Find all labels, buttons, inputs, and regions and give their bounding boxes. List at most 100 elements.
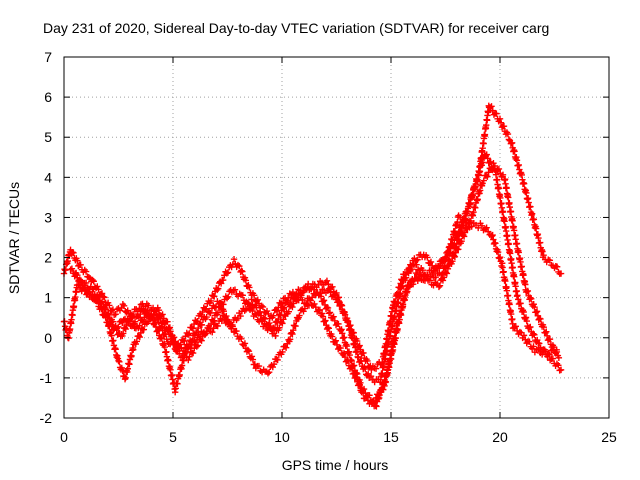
data-point bbox=[526, 338, 533, 345]
data-point bbox=[317, 289, 324, 297]
data-point bbox=[128, 352, 135, 360]
data-point bbox=[300, 308, 307, 315]
data-point bbox=[357, 346, 364, 353]
data-point bbox=[237, 312, 244, 320]
data-point bbox=[160, 315, 167, 322]
data-point bbox=[164, 318, 171, 325]
data-point bbox=[530, 216, 538, 223]
data-point bbox=[67, 266, 74, 273]
data-point bbox=[140, 326, 148, 333]
y-tick-label: 1 bbox=[44, 290, 52, 306]
data-point bbox=[523, 317, 530, 325]
data-point bbox=[500, 122, 508, 130]
data-point bbox=[259, 303, 267, 311]
data-point bbox=[140, 318, 147, 325]
data-point bbox=[549, 355, 557, 362]
data-point bbox=[255, 362, 263, 370]
data-point bbox=[350, 329, 357, 337]
data-point bbox=[89, 292, 96, 299]
data-point bbox=[119, 319, 126, 327]
data-point bbox=[148, 314, 156, 321]
data-point bbox=[219, 276, 227, 284]
data-point bbox=[363, 393, 370, 400]
data-point bbox=[122, 374, 129, 381]
data-point bbox=[356, 381, 364, 389]
data-point bbox=[384, 366, 392, 374]
data-point bbox=[366, 392, 373, 399]
data-point bbox=[503, 184, 510, 192]
data-point bbox=[162, 330, 169, 338]
data-point bbox=[254, 296, 261, 304]
data-point bbox=[265, 319, 273, 327]
data-point bbox=[105, 310, 112, 317]
data-point bbox=[155, 327, 162, 334]
data-point bbox=[64, 257, 72, 265]
data-point bbox=[442, 265, 450, 272]
data-point bbox=[517, 300, 524, 307]
data-point bbox=[474, 196, 481, 203]
data-point bbox=[528, 210, 536, 217]
data-point bbox=[70, 303, 78, 310]
data-point bbox=[188, 337, 196, 345]
data-point bbox=[445, 249, 452, 257]
data-point bbox=[340, 308, 347, 315]
data-point bbox=[546, 335, 554, 343]
data-point bbox=[241, 307, 248, 314]
data-point bbox=[409, 280, 417, 288]
data-point bbox=[263, 307, 271, 315]
data-point bbox=[198, 312, 205, 320]
data-point bbox=[483, 224, 490, 231]
data-point bbox=[505, 240, 512, 248]
data-point bbox=[392, 298, 399, 305]
data-point bbox=[505, 136, 513, 143]
data-point bbox=[321, 318, 328, 325]
data-point bbox=[506, 250, 514, 257]
data-point bbox=[516, 328, 524, 336]
x-axis-label: GPS time / hours bbox=[282, 457, 389, 473]
data-point bbox=[70, 249, 77, 256]
data-point bbox=[511, 324, 518, 331]
data-point bbox=[402, 271, 409, 278]
data-point bbox=[432, 274, 439, 281]
data-point bbox=[270, 312, 277, 319]
data-point bbox=[324, 304, 332, 312]
data-point bbox=[527, 203, 534, 210]
data-point bbox=[223, 316, 231, 323]
data-point bbox=[391, 334, 398, 342]
data-point bbox=[109, 318, 116, 325]
data-point bbox=[467, 199, 474, 207]
data-point bbox=[329, 283, 336, 290]
data-point bbox=[214, 285, 222, 292]
data-point bbox=[341, 309, 348, 316]
data-point bbox=[233, 327, 240, 335]
data-point bbox=[515, 249, 522, 256]
data-point bbox=[75, 281, 82, 288]
data-point bbox=[301, 305, 309, 312]
data-point bbox=[260, 314, 267, 322]
data-point bbox=[520, 308, 527, 316]
data-point bbox=[241, 340, 249, 347]
data-point bbox=[530, 301, 537, 308]
data-point bbox=[98, 290, 106, 297]
data-point bbox=[217, 280, 225, 287]
data-point bbox=[399, 276, 406, 283]
data-point bbox=[207, 309, 214, 317]
x-tick-label: 15 bbox=[383, 429, 399, 445]
data-point bbox=[520, 271, 527, 279]
data-point bbox=[439, 270, 446, 277]
data-point bbox=[424, 254, 431, 261]
data-point bbox=[414, 256, 421, 263]
data-point bbox=[476, 168, 484, 175]
data-point bbox=[353, 373, 360, 381]
data-point bbox=[269, 363, 276, 371]
data-point bbox=[539, 248, 546, 255]
data-point bbox=[522, 314, 530, 321]
data-point bbox=[455, 236, 463, 243]
data-point bbox=[350, 369, 358, 377]
data-point bbox=[348, 365, 356, 372]
data-point bbox=[527, 323, 534, 331]
data-point bbox=[439, 277, 447, 284]
data-point bbox=[244, 346, 252, 354]
data-point bbox=[248, 296, 255, 303]
data-point bbox=[261, 315, 269, 323]
